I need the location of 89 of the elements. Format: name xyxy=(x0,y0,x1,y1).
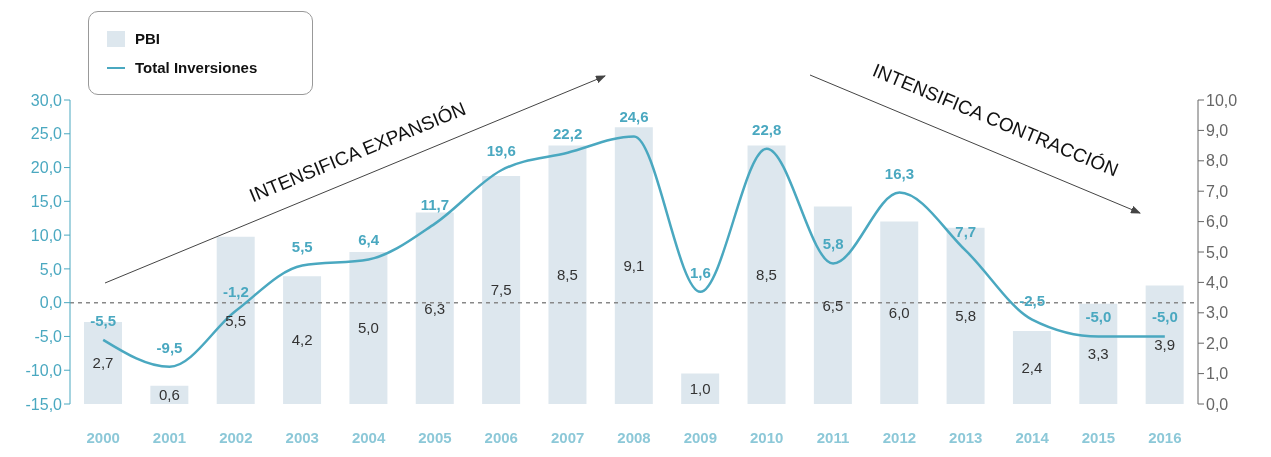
data-label: 22,2 xyxy=(553,124,583,142)
bar xyxy=(1145,285,1184,404)
x-tick-label: 2007 xyxy=(550,428,585,446)
data-label: 6,0 xyxy=(888,304,910,322)
data-label: 5,0 xyxy=(357,319,379,337)
data-label: -5,0 xyxy=(1151,308,1178,326)
bar xyxy=(283,276,322,404)
data-label: 2,4 xyxy=(1021,358,1043,376)
bar xyxy=(1012,331,1051,404)
y-tick-label: -5,0 xyxy=(34,328,63,346)
x-tick-label: 2010 xyxy=(750,428,784,446)
data-label: 0,6 xyxy=(158,386,180,404)
bar xyxy=(614,127,653,404)
y2-tick-label: 7,0 xyxy=(1206,182,1229,200)
y2-tick-label: 9,0 xyxy=(1206,122,1229,140)
y2-tick-label: 10,0 xyxy=(1206,91,1238,109)
data-label: -9,5 xyxy=(156,338,183,356)
data-label: 4,2 xyxy=(291,331,313,349)
x-tick-label: 2001 xyxy=(152,428,187,446)
data-label: 3,3 xyxy=(1087,345,1109,363)
bar xyxy=(946,227,985,404)
data-label: 8,5 xyxy=(756,266,777,284)
bar xyxy=(813,206,852,404)
data-label: 5,8 xyxy=(955,307,977,325)
x-tick-label: 2008 xyxy=(617,428,651,446)
y-tick-label: 30,0 xyxy=(30,91,63,109)
x-tick-label: 2009 xyxy=(683,428,718,446)
bar xyxy=(747,145,786,404)
bar xyxy=(349,252,388,404)
y-tick-label: 15,0 xyxy=(30,193,63,211)
y-tick-label: 20,0 xyxy=(30,159,63,177)
x-tick-label: 2013 xyxy=(949,428,983,446)
data-label: 6,3 xyxy=(424,299,446,317)
bar xyxy=(548,145,587,404)
x-tick-label: 2004 xyxy=(351,428,386,446)
legend-label: PBI xyxy=(135,30,161,47)
bar xyxy=(415,212,454,404)
bar xyxy=(681,373,720,404)
data-label: 11,7 xyxy=(420,195,450,213)
y2-tick-label: 0,0 xyxy=(1206,395,1229,413)
data-label: 9,1 xyxy=(623,257,645,275)
bar xyxy=(1079,303,1118,404)
data-label: 1,6 xyxy=(689,263,711,281)
data-label: 7,5 xyxy=(490,281,512,299)
data-label: -5,5 xyxy=(90,311,117,329)
y-tick-label: -10,0 xyxy=(25,361,63,379)
x-tick-label: 2000 xyxy=(86,428,120,446)
x-tick-label: 2015 xyxy=(1081,428,1116,446)
data-label: -1,2 xyxy=(222,282,249,300)
x-tick-label: 2002 xyxy=(219,428,253,446)
x-tick-label: 2006 xyxy=(484,428,518,446)
y-tick-label: 10,0 xyxy=(30,226,63,244)
y2-tick-label: 6,0 xyxy=(1206,213,1229,231)
bar xyxy=(482,176,521,404)
y2-tick-label: 2,0 xyxy=(1206,334,1229,352)
y-tick-label: -15,0 xyxy=(25,395,63,413)
y-tick-label: 5,0 xyxy=(39,260,63,278)
data-label: 16,3 xyxy=(884,164,915,182)
data-label: 5,5 xyxy=(225,311,247,329)
data-label: -2,5 xyxy=(1019,291,1046,309)
x-tick-label: 2011 xyxy=(816,428,850,446)
data-label: 3,9 xyxy=(1154,336,1176,354)
x-tick-label: 2012 xyxy=(882,428,917,446)
data-label: 19,6 xyxy=(486,142,516,160)
legend-label: Total Inversiones xyxy=(135,59,258,76)
data-label: 2,7 xyxy=(92,354,114,372)
data-label: 1,0 xyxy=(689,380,711,398)
bar xyxy=(216,236,255,404)
data-label: 24,6 xyxy=(619,108,649,126)
data-label: 22,8 xyxy=(752,120,782,138)
y-tick-label: 25,0 xyxy=(30,125,63,143)
data-label: 8,5 xyxy=(557,266,578,284)
data-label: 6,5 xyxy=(822,296,844,314)
y2-tick-label: 4,0 xyxy=(1206,274,1229,292)
data-label: 7,7 xyxy=(955,222,977,240)
x-tick-label: 2016 xyxy=(1148,428,1182,446)
y2-tick-label: 1,0 xyxy=(1206,365,1229,383)
bar xyxy=(880,221,919,404)
data-label: 5,8 xyxy=(822,235,844,253)
x-tick-label: 2005 xyxy=(418,428,452,446)
x-tick-label: 2003 xyxy=(285,428,319,446)
data-label: 6,4 xyxy=(358,231,380,249)
y2-tick-label: 8,0 xyxy=(1206,152,1229,170)
y2-tick-label: 3,0 xyxy=(1206,304,1229,322)
data-label: -5,0 xyxy=(1085,308,1112,326)
data-label: 5,5 xyxy=(291,237,313,255)
y2-tick-label: 5,0 xyxy=(1206,243,1229,261)
y-tick-label: 0,0 xyxy=(39,294,63,312)
x-tick-label: 2014 xyxy=(1015,428,1050,446)
